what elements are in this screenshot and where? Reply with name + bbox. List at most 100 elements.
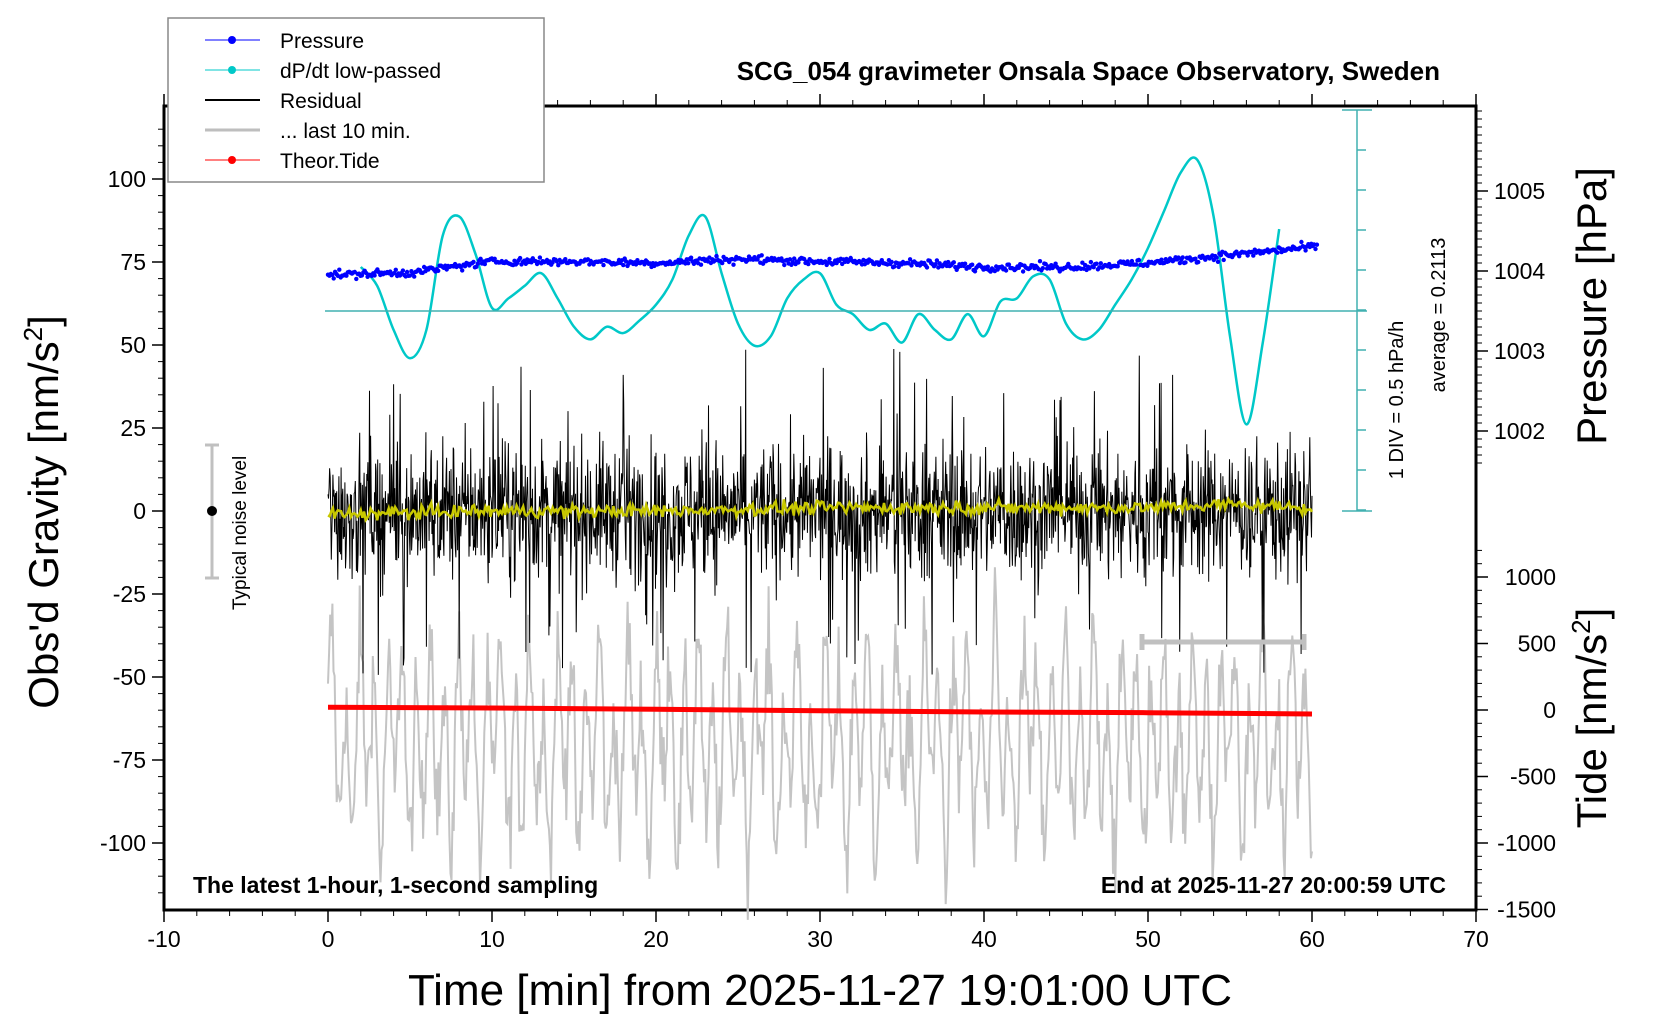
dpdt-scale-label: 1 DIV = 0.5 hPa/h [1386,321,1408,479]
y-axis-title-gravity: Obs'd Gravity [nm/s2] [18,315,67,709]
pressure-point [436,268,441,273]
y-pressure-tick-label: 1005 [1494,178,1545,204]
y-tide-tick-label: 0 [1543,697,1556,723]
pressure-point [1133,262,1139,267]
pressure-point [393,267,398,272]
legend-label-residual: Residual [280,90,362,113]
x-tick-label: 70 [1463,926,1489,952]
x-tick-label: 20 [643,926,669,952]
legend-item-dpdt: dP/dt low-passed [205,60,441,83]
pressure-point [1303,248,1308,253]
noise-center-dot [207,506,217,516]
annotation-bottom-right: End at 2025-11-27 20:00:59 UTC [1101,872,1446,898]
pressure-point [1245,253,1250,258]
pressure-point [517,255,523,261]
x-axis-title: Time [min] from 2025-11-27 19:01:00 UTC [408,966,1232,1015]
pressure-point [985,264,990,269]
pressure-point [759,253,764,258]
pressure-point [1043,261,1048,267]
pressure-point [460,268,465,273]
legend-item-residual: Residual [205,90,362,113]
pressure-point [621,262,626,268]
y-axis-title-tide: Tide [nm/s2] [1566,608,1615,829]
legend-dot-pressure [228,36,236,44]
pressure-point [946,259,951,265]
pressure-point [1016,265,1021,270]
pressure-point [601,262,606,268]
pressure-point [720,260,725,266]
pressure-point [934,258,940,263]
y-pressure-tick-label: 1003 [1494,338,1545,364]
y-gravity-tick-label: -75 [113,747,146,773]
pressure-point [1193,256,1198,261]
y-tide-tick-label: -500 [1510,764,1556,790]
pressure-point [400,268,406,273]
pressure-point [1314,242,1320,247]
pressure-point [796,260,801,265]
pressure-point [1218,252,1224,258]
pressure-point [1020,269,1026,274]
pressure-point [563,257,568,262]
pressure-point [962,261,968,266]
x-tick-label: 10 [479,926,505,952]
y-pressure-tick-label: 1002 [1494,418,1545,444]
pressure-point [792,256,797,261]
dpdt-average-label: average = 0.2113 [1428,238,1450,393]
pressure-point [372,273,377,278]
y-axis-title-pressure: Pressure [hPa] [1568,167,1615,445]
last-10min-marker [1139,634,1307,650]
pressure-point [889,259,894,265]
series-layer [325,156,1320,920]
y-tide-tick-label: 1000 [1505,564,1556,590]
series-residual-smoothed [327,494,1314,524]
pressure-point [1215,259,1221,264]
pressure-point [1006,262,1012,267]
y-axis-title-gravity-close: ] [20,315,67,327]
pressure-point [337,267,342,272]
pressure-point [330,272,335,277]
legend-dot-tide [228,156,236,164]
pressure-point [1183,260,1188,265]
y-pressure-tick-label: 1004 [1494,258,1545,284]
y-gravity-tick-label: -100 [100,830,146,856]
y-gravity-tick-label: -25 [113,581,146,607]
x-tick-label: -10 [147,926,180,952]
pressure-point [1098,261,1104,266]
x-tick-label: 60 [1299,926,1325,952]
y-tide-tick-label: 500 [1518,631,1556,657]
pressure-point [1221,257,1226,263]
series-last-10min [327,567,1313,920]
pressure-point [492,256,497,261]
pressure-point [782,262,787,268]
legend-label-dpdt: dP/dt low-passed [280,60,441,83]
pressure-point [412,274,417,279]
y-axis-title-tide-close: ] [1568,608,1615,620]
legend-item-tide: Theor.Tide [205,150,380,173]
pressure-point [924,265,930,270]
pressure-point [1040,266,1046,271]
legend-label-last10: ... last 10 min. [280,120,411,143]
pressure-point [444,267,449,272]
pressure-point [392,270,397,276]
pressure-point [933,262,938,267]
y-axis-title-tide-main: Tide [nm/s [1568,634,1615,829]
legend-label-pressure: Pressure [280,30,364,53]
pressure-point [1177,260,1183,266]
pressure-point [331,276,336,281]
noise-label: Typical noise level [230,456,251,610]
y-gravity-tick-label: 75 [120,249,146,275]
pressure-point [1088,259,1094,265]
pressure-point [1129,258,1135,264]
pressure-point [907,257,913,262]
pressure-point [1251,253,1256,258]
legend-item-pressure: Pressure [205,30,364,53]
x-tick-label: 40 [971,926,997,952]
pressure-point [354,276,359,282]
y-gravity-tick-label: 25 [120,415,146,441]
pressure-point [714,253,719,259]
series-residual [327,348,1313,675]
series-pressure [325,239,1320,282]
pressure-point [1159,257,1164,262]
pressure-point [556,263,561,268]
